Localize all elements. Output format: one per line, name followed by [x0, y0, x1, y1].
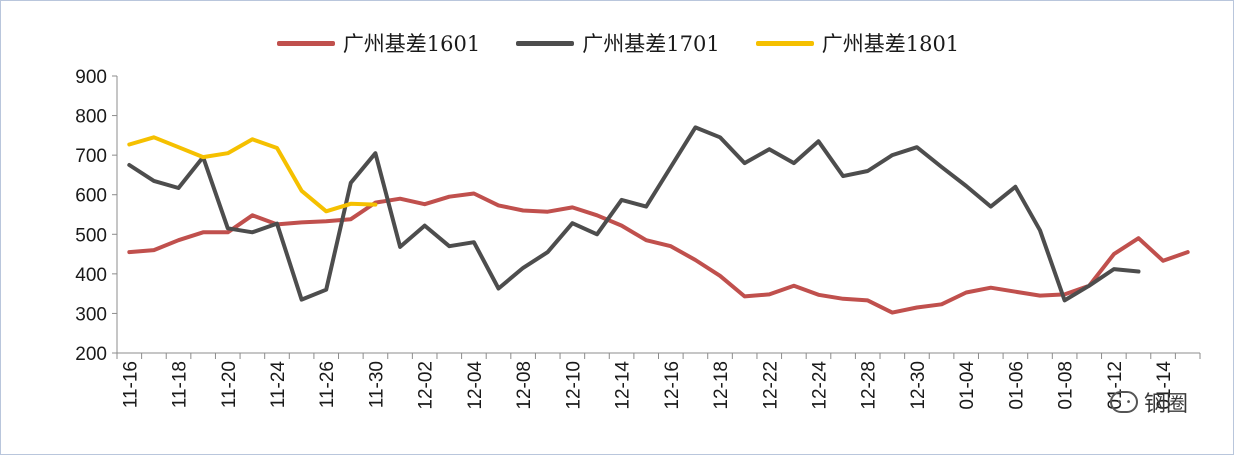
series-line-2 [127, 135, 378, 214]
y-tick-label: 500 [75, 225, 107, 246]
x-tick-label: 12-14 [613, 361, 634, 410]
x-tick-label: 12-22 [760, 361, 781, 410]
series-line-0 [127, 191, 1190, 315]
legend-label-1801: 广州基差1801 [821, 32, 960, 56]
wechat-icon: • • [1110, 391, 1138, 413]
x-tick-label: 11-26 [317, 361, 338, 408]
x-tick-label: 11-20 [219, 361, 240, 408]
legend-item-1601: 广州基差1601 [276, 28, 481, 58]
legend-label-1701: 广州基差1701 [582, 32, 720, 56]
x-tick-label: 11-30 [366, 361, 387, 408]
legend-item-1701: 广州基差1701 [516, 28, 720, 58]
legend-swatch-1701 [516, 40, 575, 46]
legend-label-1601: 广州基差1601 [342, 32, 481, 56]
y-tick-label: 200 [75, 344, 107, 365]
x-tick-label: 01-08 [1056, 361, 1077, 410]
x-tick-label: 11-16 [120, 361, 141, 408]
legend-swatch-1801 [755, 40, 814, 46]
y-tick-label: 300 [75, 304, 107, 325]
x-tick-label: 12-18 [711, 361, 732, 410]
x-tick-label: 12-10 [563, 361, 584, 410]
legend-swatch-1601 [276, 40, 335, 46]
x-tick-label: 12-04 [465, 361, 486, 410]
x-tick-label: 11-18 [170, 361, 191, 408]
legend: 广州基差1601 广州基差1701 广州基差1801 [0, 28, 1236, 58]
legend-item-1801: 广州基差1801 [755, 28, 960, 58]
x-tick-label: 12-30 [908, 361, 929, 410]
y-tick-label: 800 [75, 107, 107, 128]
x-tick-label: 12-24 [809, 361, 830, 410]
x-tick-label: 12-16 [662, 361, 683, 410]
y-tick-label: 900 [75, 67, 107, 88]
x-tick-label: 11-24 [268, 361, 289, 409]
x-tick-label: 01-04 [957, 361, 978, 410]
x-tick-label: 12-02 [416, 361, 437, 410]
y-tick-label: 600 [75, 186, 107, 207]
y-tick-label: 400 [75, 265, 107, 286]
x-tick-label: 12-28 [859, 361, 880, 410]
x-tick-label: 12-08 [514, 361, 535, 410]
watermark: • • 钢圈 [1110, 386, 1188, 418]
series-line-1 [127, 125, 1141, 303]
watermark-text: 钢圈 [1144, 392, 1189, 417]
x-tick-label: 01-14 [1154, 361, 1175, 410]
y-tick-label: 700 [75, 146, 107, 167]
x-tick-label: 01-06 [1006, 361, 1027, 410]
